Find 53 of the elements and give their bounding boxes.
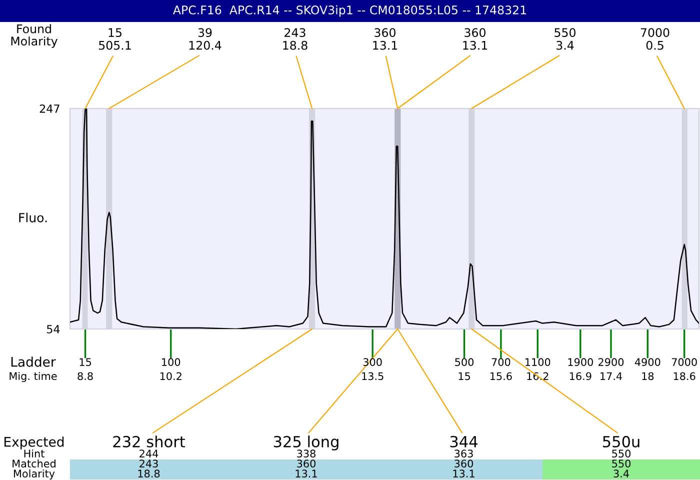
x-axis-title: Mig. time bbox=[10, 372, 57, 382]
line-series bbox=[70, 108, 699, 329]
text: Molarity bbox=[14, 469, 55, 480]
text: 3.4 bbox=[614, 470, 629, 478]
annotation: 15 505.1 bbox=[99, 28, 131, 50]
annotation: 550u bbox=[603, 436, 640, 448]
text: Ladder bbox=[11, 356, 56, 367]
text: 243 bbox=[140, 460, 158, 468]
text: Expected bbox=[4, 436, 64, 450]
text: 550 bbox=[612, 450, 630, 458]
text: Found Molarity bbox=[11, 24, 58, 48]
text: 550 bbox=[612, 460, 630, 468]
text: 4900 bbox=[634, 358, 660, 366]
y-tick-label: 247 bbox=[40, 104, 60, 113]
text: 100 bbox=[162, 358, 180, 366]
text: 1100 bbox=[526, 358, 550, 366]
annotation: 7000 0.5 bbox=[640, 28, 670, 50]
y-axis-title: Fluo. bbox=[19, 212, 47, 222]
text: 7000 bbox=[672, 358, 697, 366]
text: 1900 bbox=[568, 358, 593, 366]
text: 13.1 bbox=[453, 470, 474, 478]
text: 363 bbox=[454, 450, 473, 458]
text: 338 bbox=[297, 450, 316, 458]
chart-title: APC.F16 APC.R14 -- SKOV3ip1 -- CM018055:L05 -- 1748321 bbox=[173, 5, 526, 17]
text: 13.1 bbox=[296, 470, 317, 478]
x-tick-label: 8.8 bbox=[78, 372, 93, 380]
annotation: 232 short bbox=[113, 436, 186, 448]
x-tick-label: 13.5 bbox=[362, 372, 384, 380]
x-tick-label: 18.6 bbox=[674, 372, 696, 380]
x-tick-label: 16.9 bbox=[570, 372, 592, 380]
annotation: 360 13.1 bbox=[373, 28, 398, 50]
text: 15 bbox=[80, 358, 91, 366]
text: 360 bbox=[454, 460, 473, 468]
annotation: 344 bbox=[450, 436, 478, 448]
x-tick-label: 18 bbox=[642, 372, 654, 380]
annotation: 550 3.4 bbox=[554, 28, 576, 50]
annotation: 243 18.8 bbox=[283, 28, 308, 50]
annotation: 39 120.4 bbox=[189, 28, 222, 50]
y-tick-label: 54 bbox=[46, 325, 60, 334]
x-tick-label: 17.4 bbox=[600, 372, 622, 380]
text: 18.8 bbox=[138, 470, 160, 478]
annotation: 325 long bbox=[274, 436, 338, 450]
text: 360 bbox=[297, 460, 316, 468]
annotation: 360 13.1 bbox=[463, 28, 488, 50]
text: 500 bbox=[455, 358, 474, 366]
text: Matched bbox=[12, 459, 56, 468]
x-tick-label: 10.2 bbox=[160, 372, 182, 380]
text: 244 bbox=[140, 450, 158, 458]
x-tick-label: 15 bbox=[458, 372, 470, 380]
x-tick-label: 15.6 bbox=[490, 372, 512, 380]
text: 700 bbox=[492, 358, 510, 366]
text: 2900 bbox=[598, 358, 624, 366]
text: Hint bbox=[24, 449, 44, 458]
